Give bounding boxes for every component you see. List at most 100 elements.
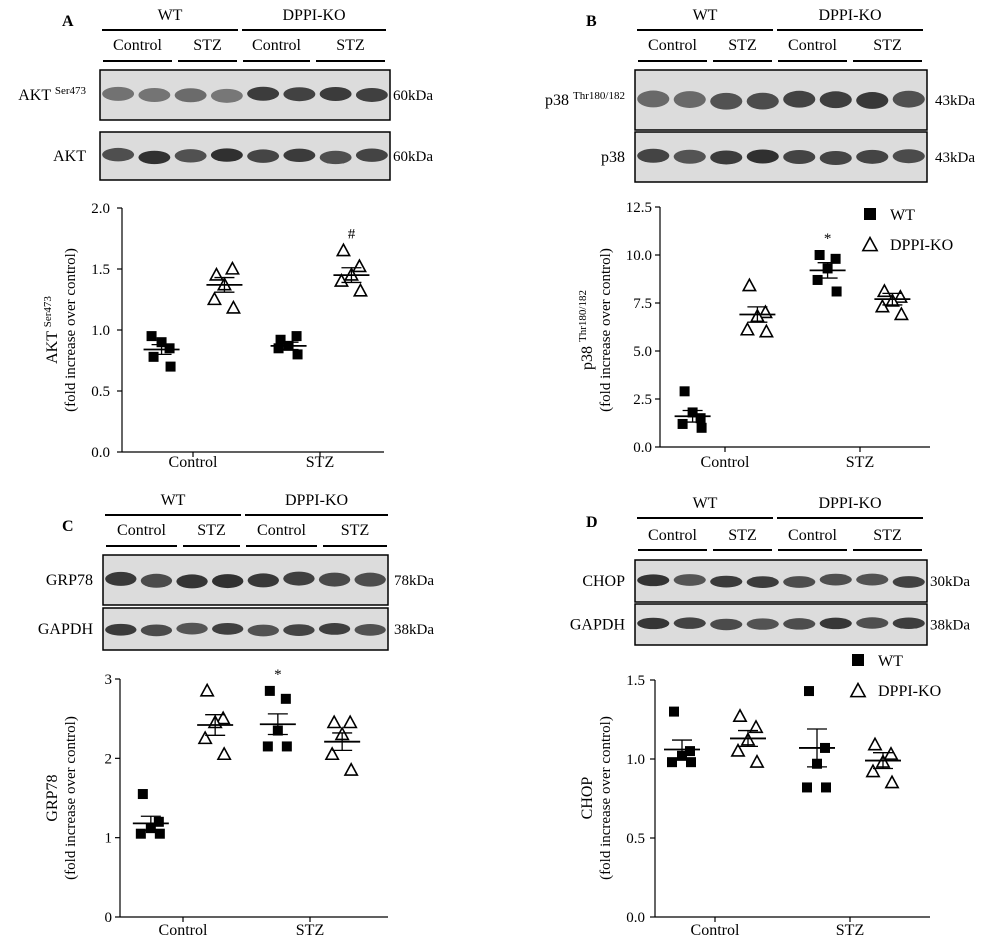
protein-band [102, 147, 135, 162]
protein-band [892, 576, 925, 588]
protein-band [210, 148, 243, 162]
protein-band [283, 571, 315, 586]
legend-label: DPPI-KO [878, 683, 941, 700]
protein-band [856, 92, 889, 109]
protein-band [212, 574, 244, 589]
data-point-square [137, 789, 148, 800]
data-point-square [154, 828, 165, 839]
y-tick-label: 0 [105, 910, 113, 926]
protein-band [746, 576, 779, 588]
protein-band [673, 574, 706, 586]
protein-band [783, 576, 816, 588]
blot-label-superscript: Ser473 [55, 85, 87, 97]
data-point-triangle [199, 682, 215, 697]
data-point-triangle [343, 762, 359, 776]
y-axis-label: p38 Thr180/182 (fold increase over contro… [577, 248, 614, 412]
blot-label: CHOP [582, 573, 625, 590]
y-axis-title-superscript: Thr180/182 [577, 290, 589, 342]
lane-header: Control [117, 522, 166, 539]
y-tick-label: 1.0 [91, 323, 110, 339]
data-point-triangle [352, 282, 368, 297]
data-point-square [667, 757, 677, 768]
protein-band [105, 571, 137, 586]
data-point-square [812, 274, 823, 285]
y-tick-label: 2.0 [91, 201, 110, 217]
molecular-weight-label: 43kDa [935, 150, 975, 166]
protein-band [174, 88, 207, 103]
data-point-square [669, 706, 679, 717]
blot-label-text: GAPDH [38, 621, 94, 638]
data-point-square [292, 349, 303, 360]
data-point-square [273, 343, 284, 354]
protein-band [856, 573, 889, 586]
data-point-square [695, 413, 706, 424]
y-tick-label: 0.5 [91, 384, 110, 400]
series-dppi-ko-control [739, 277, 776, 338]
y-tick-label: 0.0 [91, 445, 110, 461]
data-point-triangle [893, 306, 909, 321]
group-header: DPPI-KO [282, 7, 345, 24]
blot-label: p38 Thr180/182 [545, 90, 625, 109]
lane-header: Control [252, 37, 301, 54]
data-point-triangle [326, 714, 342, 729]
protein-band [710, 150, 743, 165]
y-tick-label: 5.0 [633, 344, 652, 360]
y-axis-title: CHOP [579, 777, 596, 820]
data-point-triangle [741, 277, 757, 292]
protein-band [319, 86, 352, 101]
panel-b: B WT DPPI-KO Control STZ Control STZ p38 Thr180… [545, 7, 975, 471]
protein-band [176, 622, 208, 635]
series-dppi-ko-stz [874, 283, 911, 321]
protein-band [210, 88, 243, 103]
lane-header: STZ [197, 522, 225, 539]
protein-band [355, 87, 388, 102]
x-tick-label: Control [169, 454, 218, 471]
protein-band [354, 623, 386, 636]
panel-letter: A [62, 13, 74, 30]
y-axis-label: AKT Ser473 (fold increase over control) [42, 248, 79, 412]
series-wt-control [132, 789, 169, 839]
y-axis-title-superscript: Ser473 [42, 296, 54, 328]
protein-band [746, 92, 779, 110]
protein-band [283, 624, 315, 636]
blot-label: AKT Ser473 [18, 85, 86, 104]
y-axis-label: GRP78 (fold increase over control) [44, 716, 79, 880]
group-header: WT [693, 495, 718, 512]
protein-band [892, 617, 925, 629]
protein-band [819, 617, 852, 630]
protein-band [710, 92, 743, 110]
y-axis-subtitle: (fold increase over control) [598, 248, 614, 412]
y-axis-title-text: CHOP [579, 777, 596, 820]
data-point-square [686, 757, 696, 768]
data-point-square [275, 334, 286, 345]
x-tick-label: Control [701, 454, 750, 471]
protein-band [710, 618, 743, 631]
blot-label-superscript: Thr180/182 [573, 90, 625, 102]
blot-label: GAPDH [570, 617, 626, 634]
data-point-square [830, 253, 841, 264]
data-point-triangle [224, 260, 240, 275]
protein-band [746, 149, 779, 164]
panel-letter: D [586, 514, 598, 531]
group-header: DPPI-KO [818, 495, 881, 512]
data-point-triangle [739, 321, 755, 336]
blot-label-text: p38 [545, 92, 573, 109]
data-point-square [280, 693, 291, 704]
data-point-square [164, 343, 175, 354]
data-point-triangle [335, 242, 351, 257]
protein-band [318, 623, 351, 635]
significance-marker: * [274, 667, 282, 683]
lane-header: STZ [728, 527, 756, 544]
data-point-square [679, 386, 690, 397]
x-tick-label: STZ [836, 922, 864, 939]
lane-header: STZ [728, 37, 756, 54]
y-axis-title-text: p38 [579, 342, 596, 370]
legend-marker-square [864, 208, 876, 220]
y-tick-label: 0.0 [633, 440, 652, 456]
legend-label: WT [890, 207, 915, 224]
blot-label: GAPDH [38, 621, 94, 638]
blot-label-text: GRP78 [46, 572, 93, 589]
data-point-square [262, 741, 273, 752]
data-point-triangle [865, 763, 881, 778]
